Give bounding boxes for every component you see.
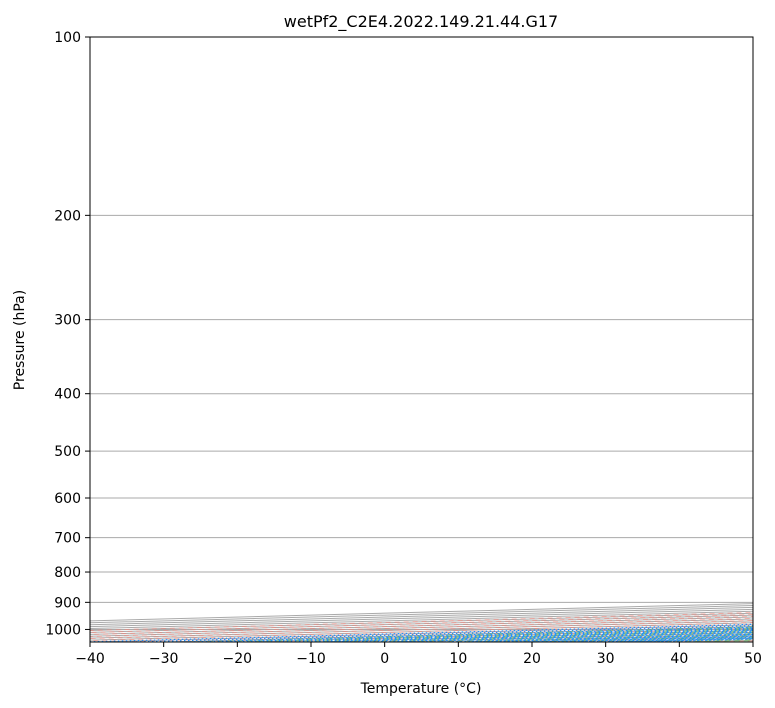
isotherm-line: [90, 605, 753, 624]
isotherm-line: [90, 603, 753, 622]
moist-adiabat-line: [674, 639, 753, 642]
x-tick-label: −10: [296, 651, 326, 667]
x-tick-label: −20: [223, 651, 253, 667]
isotherm-line: [90, 610, 753, 630]
isotherm-line: [90, 608, 753, 628]
isotherm-line: [90, 606, 753, 626]
isotherm-line: [458, 633, 753, 642]
y-tick-label: 200: [54, 208, 81, 224]
moist-adiabat-line: [616, 637, 753, 642]
isotherm-line: [752, 641, 753, 642]
moist-adiabat-line: [703, 640, 753, 642]
isotherm-line: [531, 635, 753, 642]
x-tick-label: 40: [670, 651, 688, 667]
dry-adiabat-line: [90, 614, 753, 634]
moist-adiabat-line: [559, 636, 753, 642]
moist-adiabat-line: [502, 634, 753, 642]
moist-adiabat-line: [187, 626, 753, 642]
moist-adiabat-line: [417, 632, 753, 642]
isotherm-line: [163, 626, 753, 642]
y-tick-label: 500: [54, 444, 81, 460]
isotherm-line: [237, 628, 753, 642]
x-tick-label: −30: [149, 651, 179, 667]
dry-adiabat-line: [487, 634, 753, 642]
isotherm-line: [384, 631, 753, 642]
moist-adiabat-line: [587, 637, 753, 642]
y-tick-label: 700: [54, 531, 81, 547]
x-tick-label: −40: [75, 651, 105, 667]
plot-frame: [89, 36, 754, 643]
dry-adiabat-line: [338, 630, 753, 642]
dry-adiabat-line: [90, 621, 753, 642]
isotherm-line: [605, 637, 753, 642]
y-axis-label: Pressure (hPa): [12, 290, 28, 390]
moist-adiabat-line: [303, 629, 753, 642]
isotherm-line: [90, 620, 753, 639]
x-axis-label: Temperature (°C): [360, 681, 482, 697]
dry-adiabat-line: [188, 626, 753, 642]
dry-adiabat-line: [263, 628, 753, 642]
dry-adiabat-line: [90, 615, 753, 635]
dry-adiabat-line: [90, 617, 753, 638]
isotherm-line: [90, 616, 753, 635]
dry-adiabat-line: [562, 636, 753, 642]
isotherm-line: [90, 618, 753, 637]
y-tick-label: 400: [54, 387, 81, 403]
dry-adiabat-line: [90, 619, 753, 640]
moist-adiabat-line: [645, 638, 753, 642]
moist-adiabat-line: [445, 633, 753, 642]
isotherm-line: [679, 639, 753, 642]
y-tick-label: 1000: [45, 622, 81, 638]
moist-adiabat-line: [274, 628, 753, 642]
moist-adiabat-line: [388, 631, 753, 642]
x-tick-label: 50: [744, 651, 762, 667]
moist-adiabat-line: [332, 629, 753, 642]
y-tick-label: 600: [54, 491, 81, 507]
y-tick-label: 300: [54, 313, 81, 329]
dry-adiabat-line: [711, 640, 753, 642]
x-tick-label: 0: [380, 651, 389, 667]
x-tick-label: 10: [449, 651, 467, 667]
dry-adiabat-line: [636, 638, 753, 642]
dry-adiabat-line: [114, 623, 753, 642]
x-tick-label: 30: [597, 651, 615, 667]
y-tick-label: 100: [54, 30, 81, 46]
isotherm-line: [310, 629, 753, 642]
isotherm-line: [90, 622, 753, 641]
x-tick-label: 20: [523, 651, 541, 667]
moist-adiabat-line: [473, 633, 753, 642]
dry-adiabat-line: [412, 632, 753, 642]
moist-adiabat-line: [216, 626, 753, 642]
dry-adiabat-line: [90, 612, 753, 631]
moist-adiabat-line: [360, 630, 753, 642]
y-tick-label: 800: [54, 565, 81, 581]
isotherm-line: [90, 614, 753, 633]
moist-adiabat-line: [245, 627, 753, 642]
chart-title: wetPf2_C2E4.2022.149.21.44.G17: [284, 12, 558, 32]
isotherm-line: [90, 612, 753, 631]
y-tick-label: 900: [54, 595, 81, 611]
moist-adiabat-line: [530, 635, 753, 642]
isotherm-line: [90, 624, 753, 642]
